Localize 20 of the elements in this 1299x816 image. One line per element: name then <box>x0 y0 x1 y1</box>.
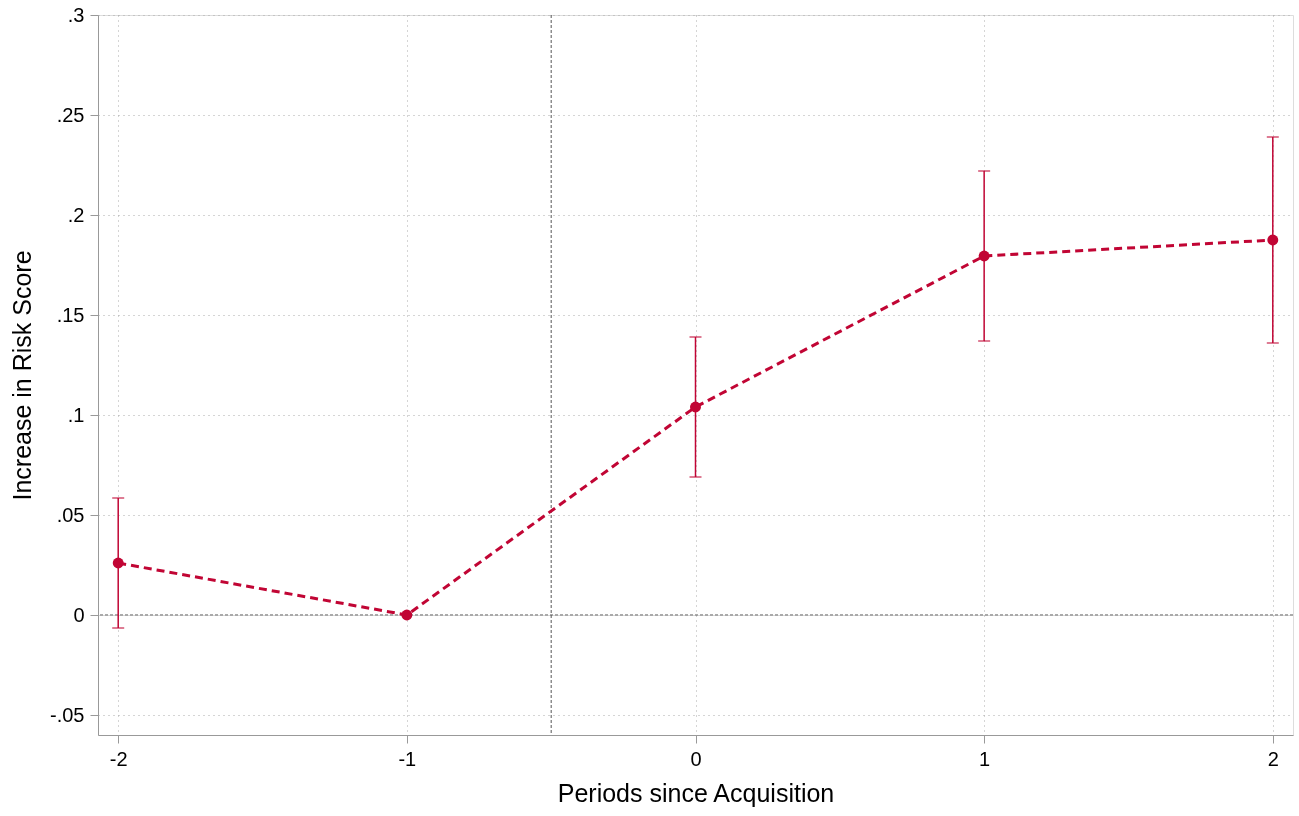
x-tick-label: -2 <box>109 747 128 770</box>
y-tick-label: .1 <box>67 403 85 426</box>
x-axis-title: Periods since Acquisition <box>557 778 835 807</box>
x-tick-label: 2 <box>1267 747 1279 770</box>
x-tick-label: 1 <box>979 747 991 770</box>
y-tick-label: -.05 <box>50 703 85 726</box>
y-tick-label: 0 <box>73 603 85 626</box>
point <box>978 250 990 262</box>
y-tick-label: .25 <box>56 103 85 126</box>
point <box>1267 234 1279 246</box>
y-tick-label: .3 <box>67 3 85 26</box>
y-tick-label: .15 <box>56 303 85 326</box>
x-tick-label: 0 <box>690 747 702 770</box>
y-tick-label: .2 <box>67 203 85 226</box>
y-axis-title: Increase in Risk Score <box>8 250 37 501</box>
point <box>112 557 124 569</box>
x-tick-label: -1 <box>398 747 417 770</box>
point <box>401 609 413 621</box>
y-tick-label: .05 <box>56 503 85 526</box>
point <box>690 401 701 413</box>
